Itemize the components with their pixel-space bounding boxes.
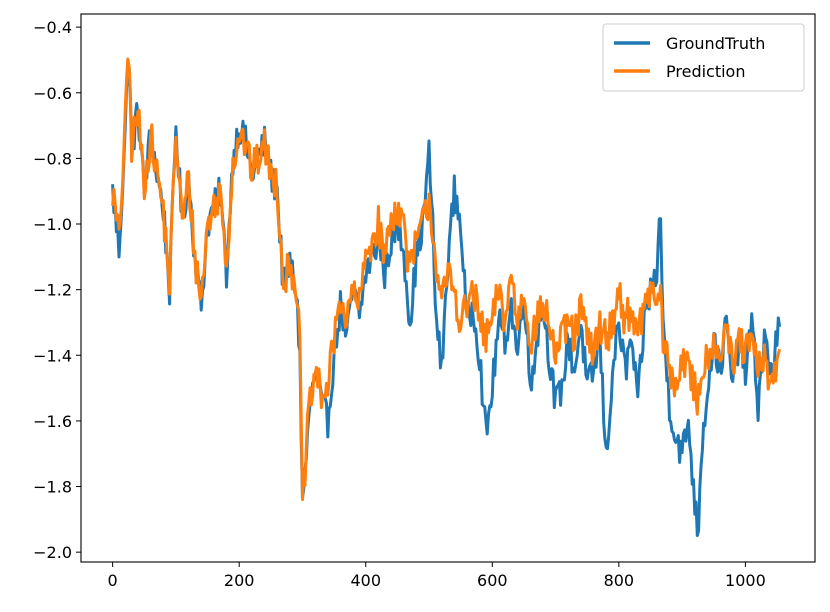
y-tick-label: −0.6 <box>33 84 72 103</box>
legend: GroundTruth Prediction <box>602 23 805 92</box>
y-tick-label: −1.8 <box>33 478 72 497</box>
y-tick-label: −1.6 <box>33 412 72 431</box>
plot-frame <box>80 13 816 563</box>
series-layer <box>111 57 782 537</box>
x-tick-label: 0 <box>108 571 118 590</box>
legend-label-prediction: Prediction <box>666 62 745 81</box>
series-line-groundtruth <box>111 66 782 537</box>
x-tick-label: 600 <box>477 571 508 590</box>
x-tick-label: 200 <box>224 571 255 590</box>
y-tick-label: −1.0 <box>33 215 72 234</box>
x-axis: 0 200 400 600 800 1000 <box>108 562 766 590</box>
series-line-prediction <box>111 57 782 501</box>
y-tick-label: −1.2 <box>33 281 72 300</box>
legend-label-groundtruth: GroundTruth <box>666 34 765 53</box>
y-axis: −0.4 −0.6 −0.8 −1.0 −1.2 −1.4 −1.6 −1.8 −2.0 <box>33 18 81 562</box>
y-tick-label: −0.4 <box>33 18 72 37</box>
y-tick-label: −2.0 <box>33 543 72 562</box>
y-tick-label: −0.8 <box>33 149 72 168</box>
y-tick-label: −1.4 <box>33 346 72 365</box>
x-tick-label: 400 <box>350 571 381 590</box>
legend-box <box>602 23 805 92</box>
x-tick-label: 800 <box>604 571 635 590</box>
x-tick-label: 1000 <box>725 571 766 590</box>
